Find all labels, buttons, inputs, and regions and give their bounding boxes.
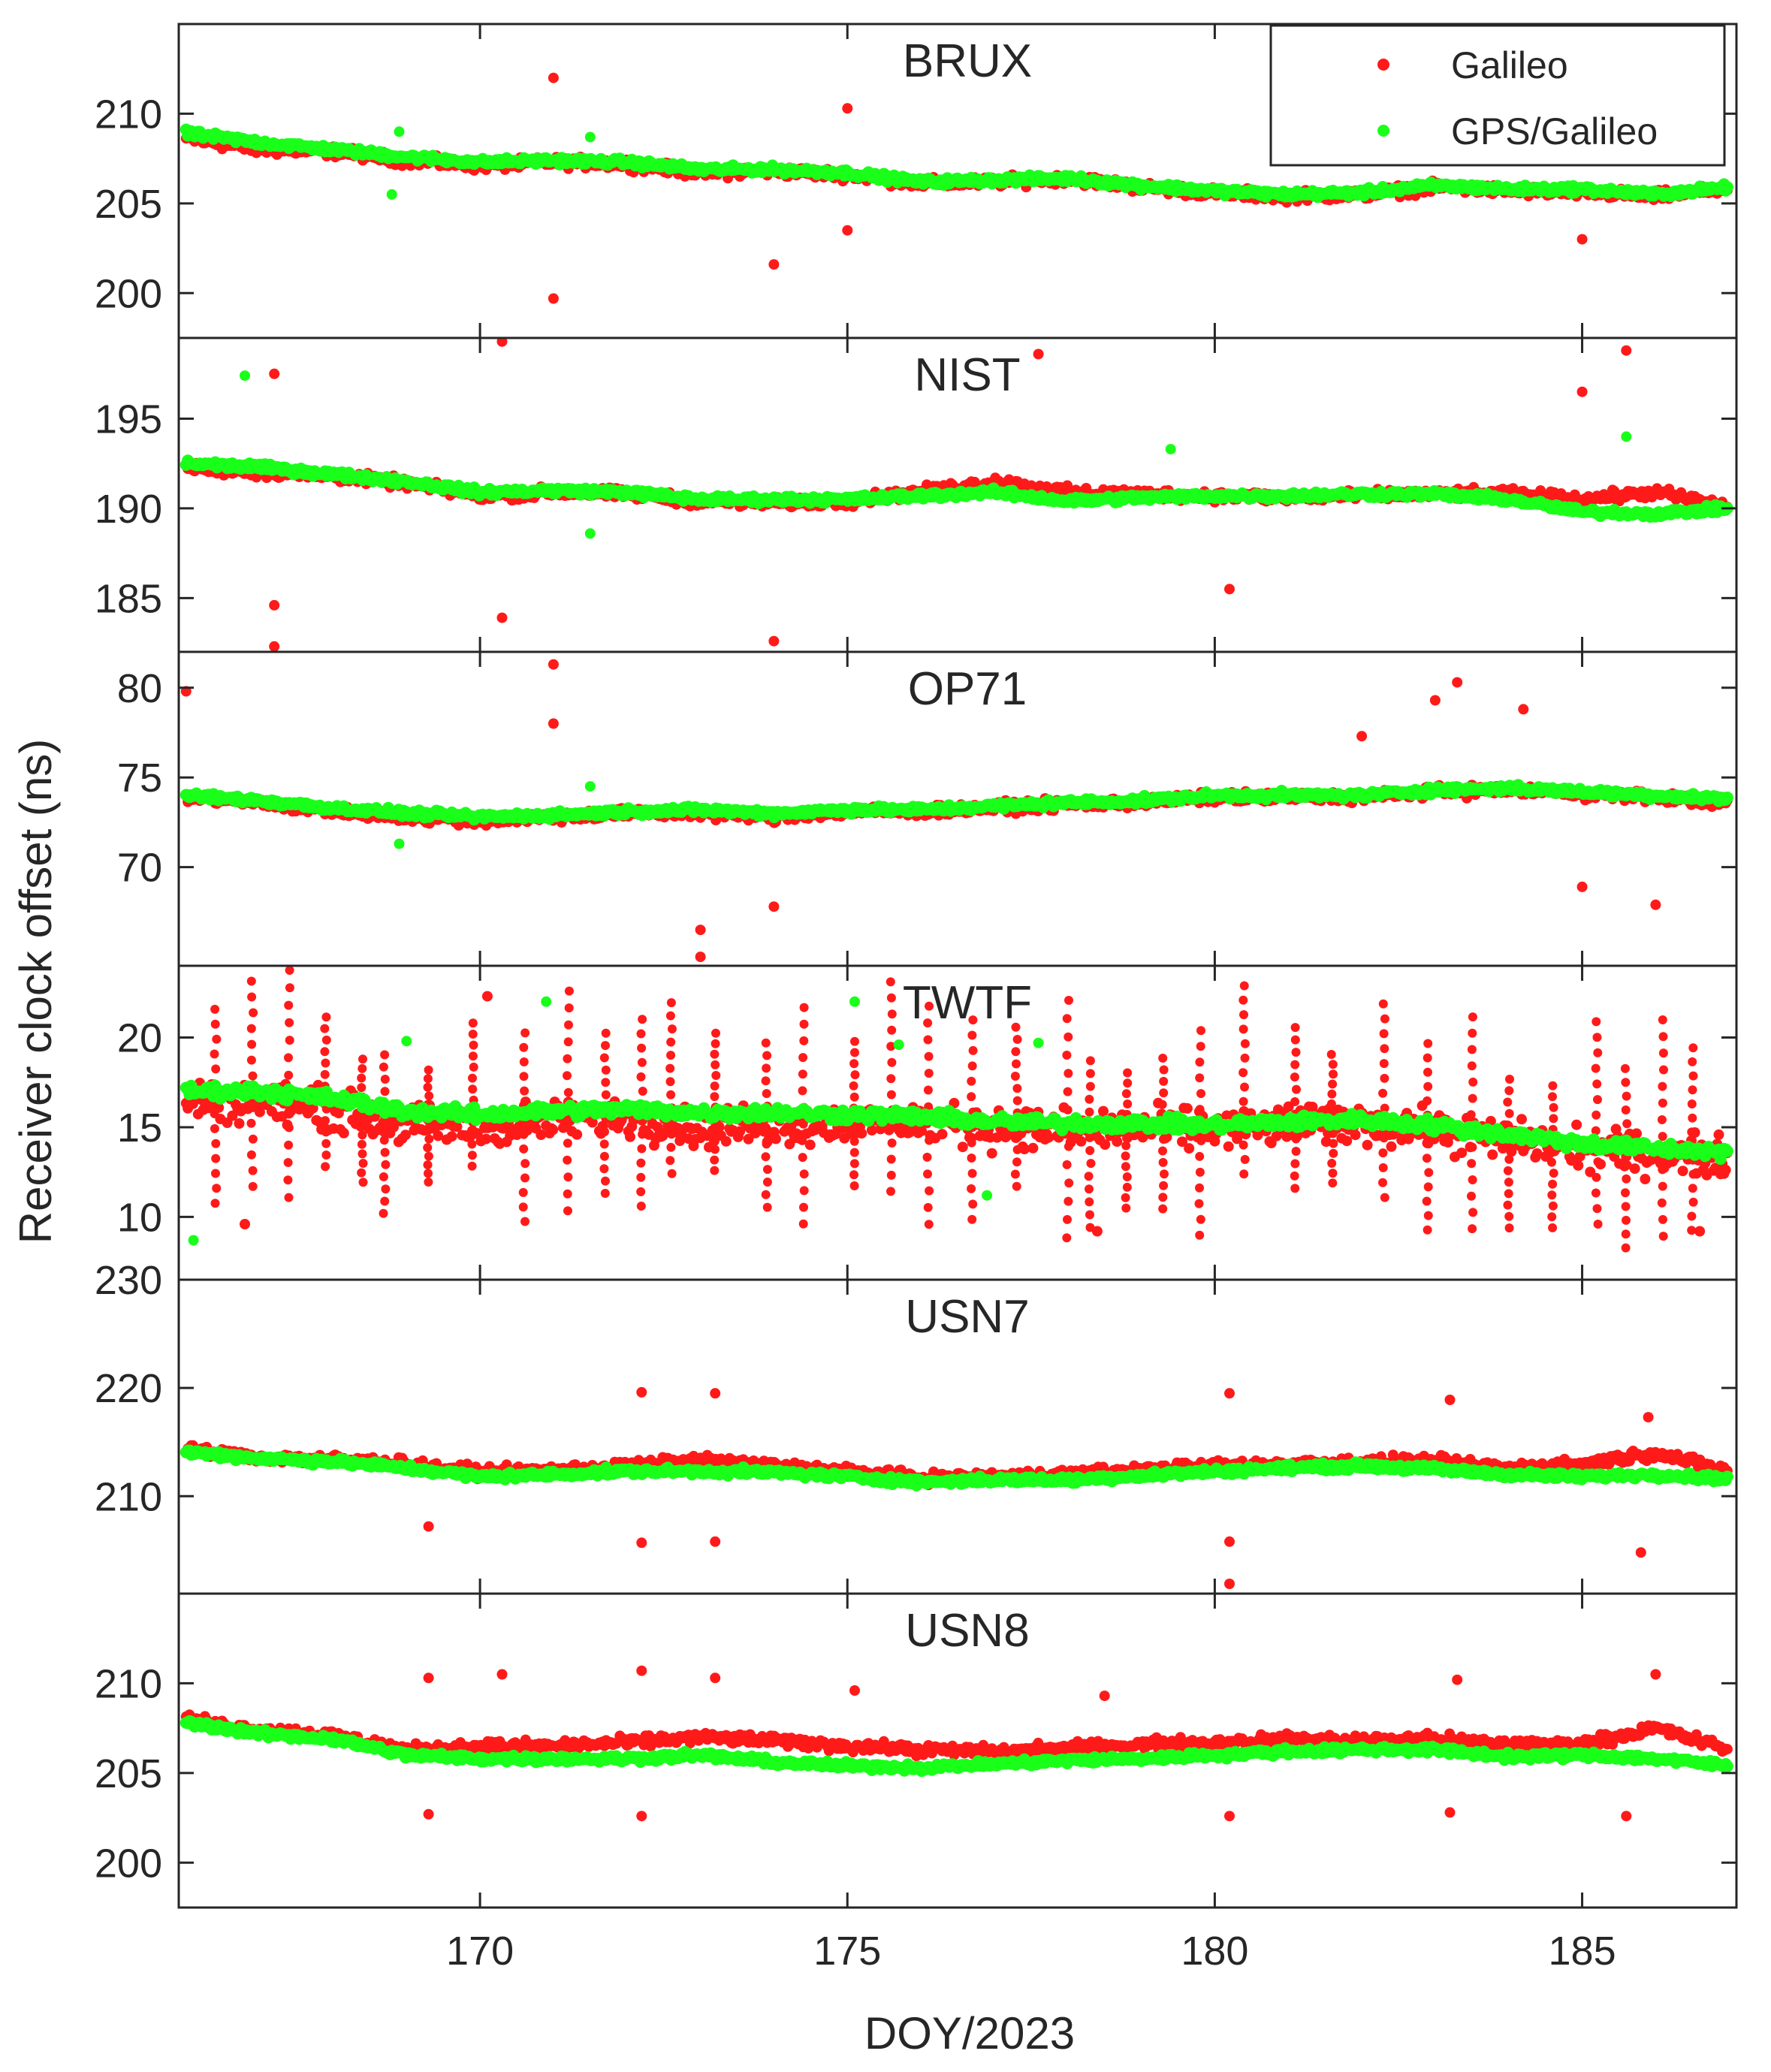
galileo-outlier-point (842, 225, 853, 236)
gps-galileo-outlier-point (394, 126, 405, 137)
galileo-outlier-point (1356, 731, 1368, 742)
galileo-outlier-point (1576, 234, 1588, 245)
panel-nist (180, 338, 1733, 652)
galileo-outlier-point (695, 924, 706, 936)
galileo-outlier-point (269, 599, 280, 611)
galileo-outlier-point (768, 635, 780, 647)
galileo-outlier-point (1518, 704, 1529, 715)
galileo-outlier-point (548, 72, 559, 83)
galileo-outlier-point (1452, 677, 1463, 688)
gps-galileo-outlier-point (584, 131, 596, 143)
gps-galileo-point (1721, 181, 1733, 194)
galileo-outlier-point (1033, 348, 1044, 360)
galileo-outlier-point (695, 952, 706, 963)
galileo-outlier-point (548, 659, 559, 670)
galileo-outlier-point (1429, 695, 1441, 706)
gps-galileo-outlier-point (1165, 444, 1176, 455)
galileo-outlier-point (548, 718, 559, 729)
galileo-outlier-point (269, 368, 280, 379)
galileo-outlier-point (1576, 881, 1588, 892)
galileo-outlier-point (1576, 386, 1588, 397)
gps-galileo-outlier-point (584, 528, 596, 539)
gps-galileo-outlier-point (386, 189, 397, 200)
series-gps-galileo-brux (180, 123, 1733, 204)
series-gps-galileo-op71 (180, 779, 1733, 849)
gps-galileo-outlier-point (1621, 431, 1632, 442)
panel-brux (180, 72, 1733, 304)
galileo-outlier-point (842, 103, 853, 114)
galileo-outlier-point (1621, 345, 1632, 356)
gps-galileo-outlier-point (240, 370, 250, 382)
galileo-outlier-point (496, 612, 508, 623)
galileo-outlier-point (768, 259, 780, 270)
galileo-outlier-point (548, 293, 559, 304)
series-gps-galileo-nist (180, 370, 1733, 539)
panel-op71 (180, 659, 1733, 963)
galileo-outlier-point (1650, 899, 1661, 910)
galileo-outlier-point (1224, 584, 1235, 595)
galileo-outlier-point (269, 641, 280, 652)
data-marks-layer (180, 72, 1733, 1822)
galileo-outlier-point (496, 338, 508, 347)
galileo-outlier-point (768, 901, 780, 912)
